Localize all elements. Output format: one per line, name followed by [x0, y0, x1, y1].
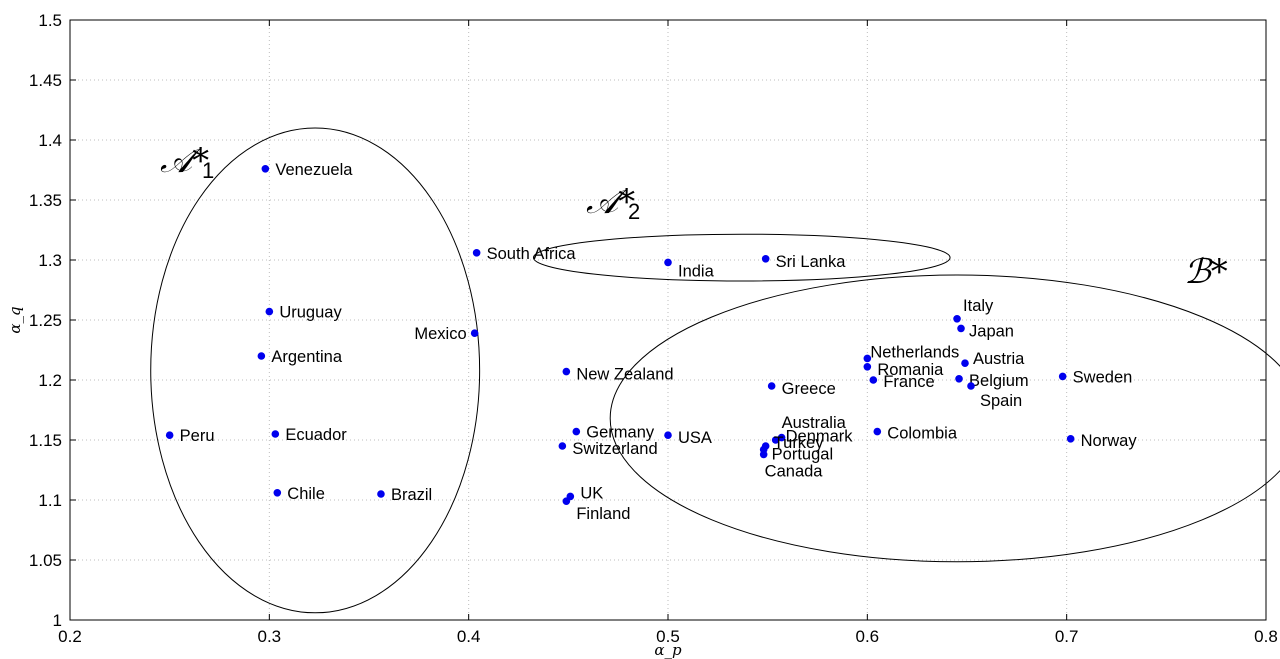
y-tick-label: 1.5 [38, 11, 62, 30]
data-point [664, 258, 672, 267]
x-axis-label: α_p [654, 641, 682, 659]
data-point-label: Peru [180, 427, 215, 445]
x-tick-label: 0.3 [258, 627, 282, 646]
data-point [863, 354, 872, 363]
data-point [664, 431, 672, 440]
cluster-label-subscript: 2 [628, 199, 640, 224]
y-tick-label: 1.45 [29, 71, 62, 90]
data-point [957, 324, 965, 333]
data-point [572, 427, 581, 436]
data-point-label: Norway [1081, 432, 1138, 450]
data-point [165, 431, 174, 440]
cluster-label-subscript: 1 [202, 158, 214, 183]
data-point-label: Austria [973, 350, 1025, 368]
y-tick-label: 1.15 [29, 431, 62, 450]
data-point-label: Canada [765, 462, 824, 480]
data-point-label: Brazil [391, 486, 432, 504]
x-tick-label: 0.2 [58, 627, 82, 646]
y-tick-label: 1.35 [29, 191, 62, 210]
x-tick-label: 0.4 [457, 627, 481, 646]
data-point-label: Belgium [969, 372, 1029, 390]
data-point [967, 382, 975, 390]
data-point [273, 489, 282, 497]
data-point [955, 375, 963, 383]
data-point-label: Netherlands [870, 343, 959, 361]
data-point-label: UK [580, 484, 603, 502]
data-point [767, 382, 776, 390]
y-tick-label: 1.3 [38, 251, 62, 270]
data-point-label: Venezuela [275, 161, 353, 179]
data-point [761, 254, 770, 263]
data-point-label: Uruguay [279, 304, 342, 322]
y-tick-label: 1.05 [29, 551, 62, 570]
y-tick-label: 1.2 [38, 371, 62, 390]
data-point [771, 436, 780, 444]
y-tick-label: 1.4 [38, 131, 62, 150]
x-tick-label: 0.8 [1254, 627, 1278, 646]
data-point-label: Portugal [772, 446, 833, 464]
data-point [873, 427, 882, 436]
cluster-label: 𝒜* [160, 141, 209, 181]
y-tick-label: 1 [53, 611, 62, 630]
data-point [470, 329, 479, 338]
data-point-label: Greece [782, 380, 836, 398]
data-point-label: Sri Lanka [776, 253, 847, 271]
data-point [271, 430, 280, 438]
cluster-ellipses: 𝒜*1𝒜*2ℬ* [150, 127, 1280, 614]
y-tick-label: 1.25 [29, 311, 62, 330]
cluster-ellipse [532, 233, 951, 282]
data-point-label: Argentina [271, 348, 342, 366]
data-point [265, 307, 274, 316]
cluster-label: 𝒜* [586, 182, 635, 222]
data-point [759, 450, 768, 459]
cluster-label: ℬ* [1184, 252, 1228, 292]
data-point-label: Finland [576, 505, 630, 523]
data-point [961, 359, 969, 368]
data-point-label: Mexico [414, 325, 466, 343]
data-point-label: Australia [782, 414, 847, 432]
data-point-label: USA [678, 429, 712, 447]
data-point-label: Ecuador [285, 426, 347, 444]
x-tick-label: 0.6 [856, 627, 880, 646]
data-point [562, 367, 571, 376]
axis-ticks: 0.2 0.3 0.4 0.5 0.6 0.7 0.8 1 1.05 1.1 1.15 1.2 1.25… [29, 11, 1278, 646]
grid-lines [70, 20, 1266, 620]
y-axis-label: α_q [6, 306, 24, 333]
data-point-label: Denmark [786, 428, 854, 446]
cluster-ellipse [150, 127, 481, 614]
x-tick-label: 0.5 [656, 627, 680, 646]
data-point-label: India [678, 262, 715, 280]
data-point [1066, 435, 1075, 443]
data-points: Venezuela Uruguay Argentina Peru Ecuador Chil… [165, 161, 1138, 523]
data-point-label: Colombia [887, 425, 958, 443]
data-point [257, 352, 266, 360]
cluster-ellipse [609, 274, 1280, 563]
data-point-label: New Zealand [576, 366, 673, 384]
data-point [261, 165, 270, 173]
data-point-label: Romania [877, 361, 944, 379]
data-point-label: Germany [586, 424, 655, 442]
data-point-label: Japan [969, 322, 1014, 340]
data-point-label: Switzerland [572, 440, 657, 458]
data-point [777, 433, 786, 442]
data-point-label: Spain [980, 392, 1022, 410]
data-point [558, 442, 567, 450]
data-point-label: France [883, 373, 934, 391]
data-point [377, 490, 385, 498]
data-point-label: Sweden [1073, 368, 1133, 386]
data-point [863, 363, 872, 371]
data-point [472, 249, 481, 257]
data-point [953, 315, 961, 323]
y-tick-label: 1.1 [38, 491, 62, 510]
data-point-label: Turkey [774, 434, 825, 452]
x-tick-label: 0.7 [1055, 627, 1079, 646]
data-point [562, 497, 571, 506]
data-point-label: Italy [963, 297, 994, 315]
data-point [1058, 372, 1067, 381]
data-point-label: South Africa [487, 245, 577, 263]
data-point-label: Chile [287, 485, 325, 503]
data-point [869, 376, 878, 384]
